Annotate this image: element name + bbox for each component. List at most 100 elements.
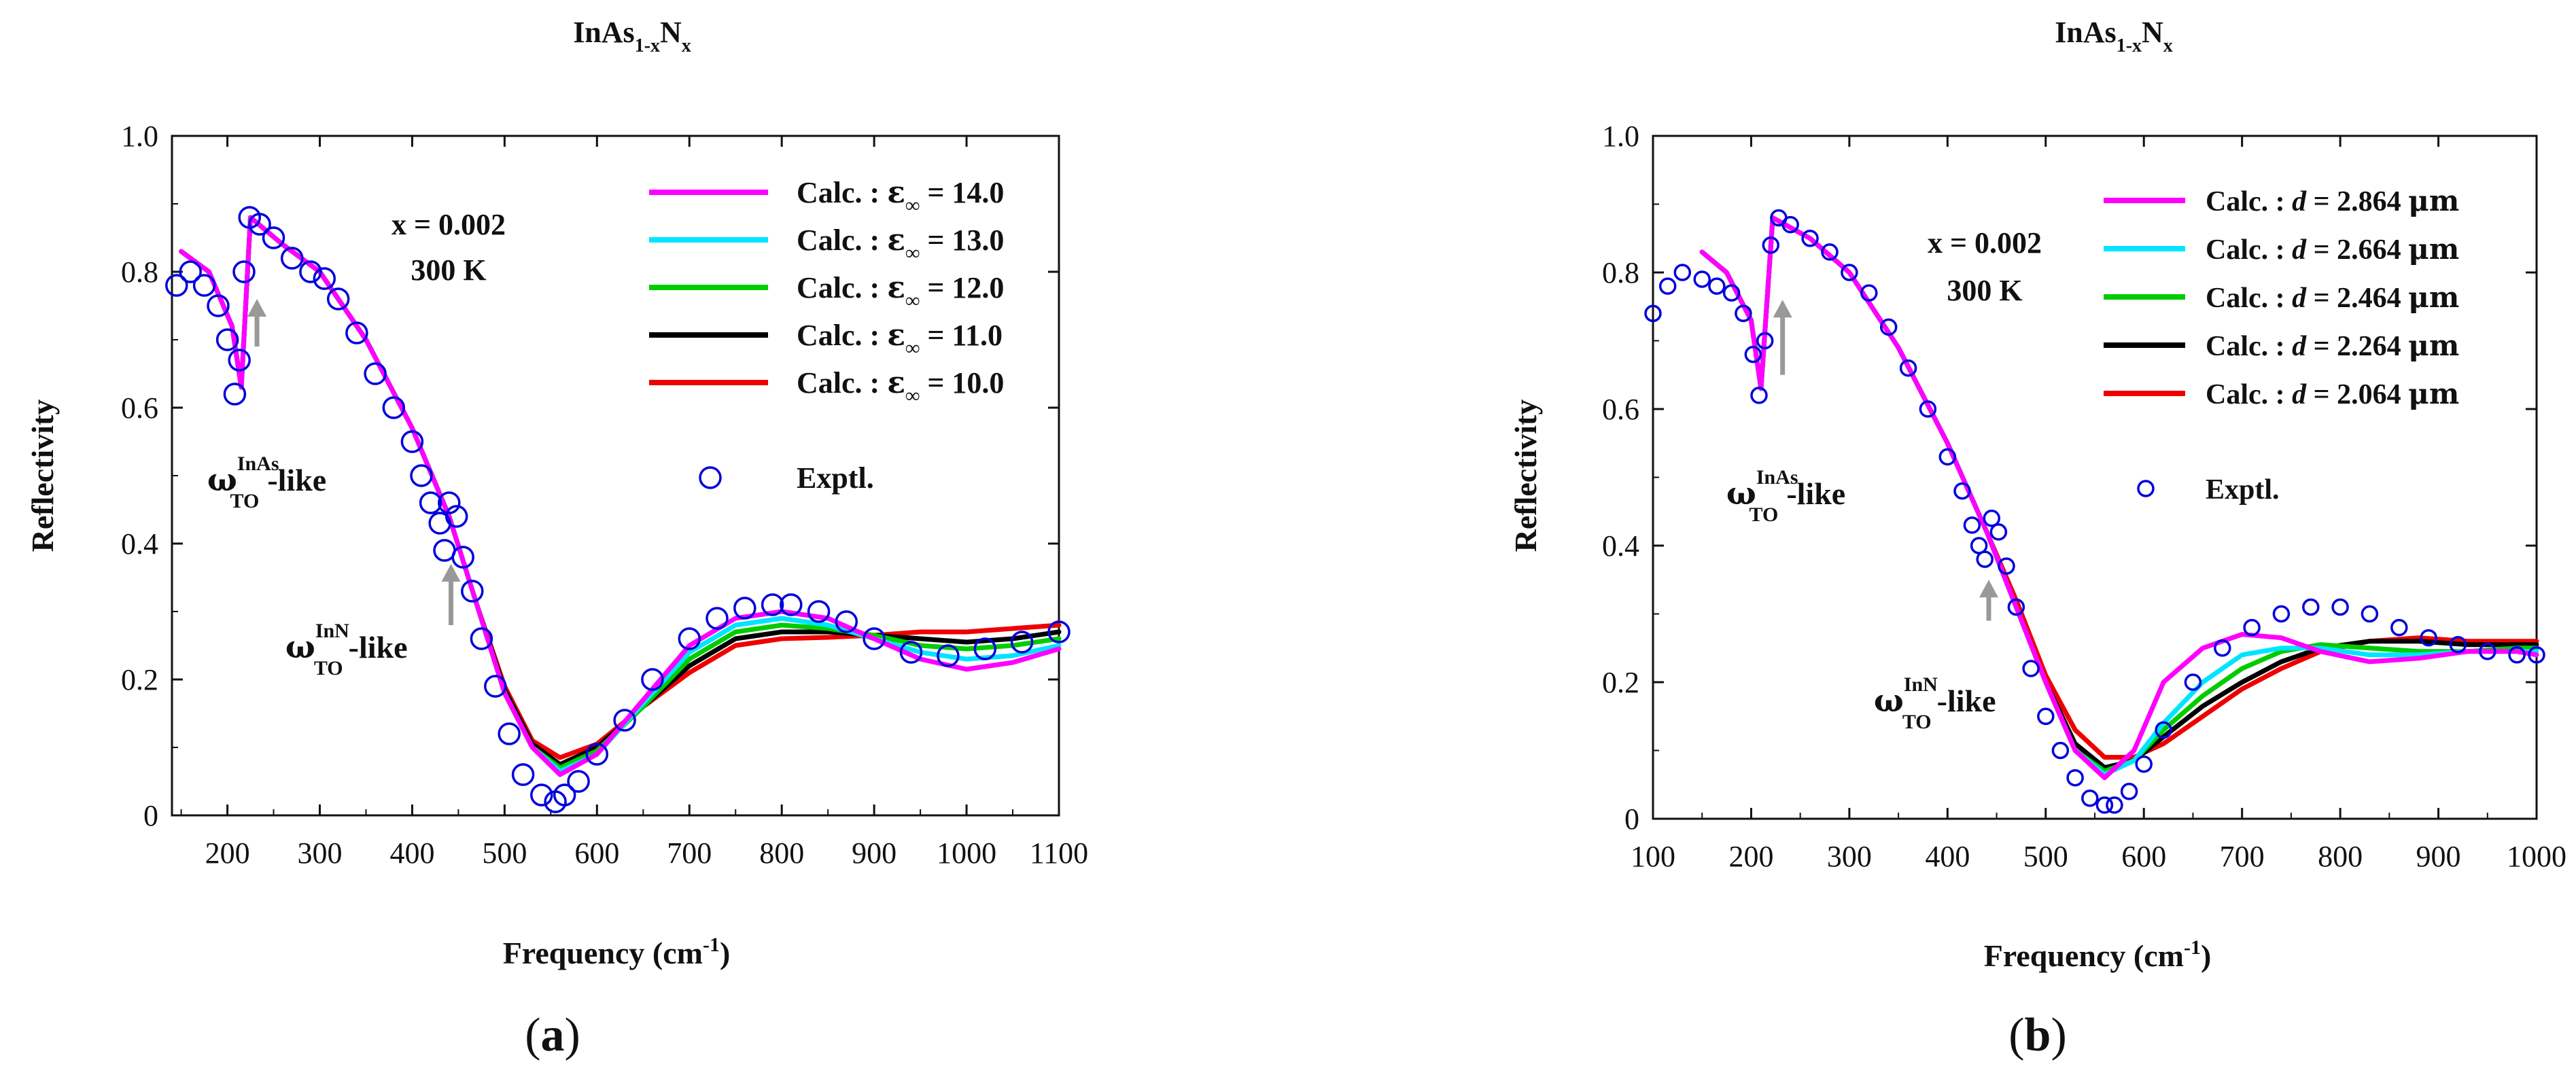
panel-b-annot-inn: ωInN TO-like (1874, 673, 1996, 733)
panel-b-annot-inas: ωInAs TO-like (1726, 466, 1845, 526)
panel-b-label: (b) (2008, 1009, 2067, 1061)
exptl-point-a-48 (973, 637, 997, 660)
exptl-point-b-50 (2508, 646, 2526, 664)
x-tick-label-b-200: 200 (1728, 840, 1773, 873)
exptl-point-b-40 (2214, 639, 2231, 657)
exptl-point-a-33 (553, 783, 576, 807)
exptl-point-b-14 (1821, 243, 1839, 261)
mode-arrow-head-a-1 (441, 564, 461, 582)
x-tick-label-b-100: 100 (1631, 840, 1675, 873)
exptl-point-a-10 (262, 226, 285, 249)
exptl-point-a-40 (733, 597, 756, 620)
x-tick-label-a-400: 400 (389, 836, 434, 870)
x-tick-label-a-900: 900 (852, 836, 897, 870)
exptl-point-b-21 (1953, 482, 1971, 500)
exptl-point-a-16 (364, 362, 387, 385)
legend-b-label-4: Calc. : d = 2.064 μm (2206, 377, 2459, 410)
exptl-point-a-28 (484, 675, 507, 698)
exptl-point-b-27 (1998, 557, 2015, 575)
exptl-point-b-13 (1801, 230, 1819, 247)
panel-a: InAs1-xNx 200 300 400 500 600 700 800 900 1000 11… (25, 16, 1088, 1061)
exptl-point-a-34 (567, 770, 590, 793)
exptl-point-a-27 (470, 627, 493, 650)
exptl-point-a-19 (410, 464, 433, 487)
legend-a-label-3: Calc. : ε∞ = 11.0 (797, 318, 1003, 359)
exptl-point-b-4 (1708, 277, 1726, 295)
legend-b-exptl-marker (2137, 480, 2155, 497)
exptl-point-a-37 (641, 668, 664, 691)
panel-b-ticks: 100 200 300 400 500 600 700 800 900 1000 0 0.2 0.4 0.… (1602, 120, 2566, 873)
exptl-point-b-49 (2479, 643, 2496, 660)
exptl-point-a-0 (165, 274, 188, 297)
exptl-point-b-35 (2106, 796, 2123, 814)
y-tick-label-b-0.2: 0.2 (1602, 666, 1639, 699)
legend-a-exptl-label: Exptl. (797, 461, 874, 495)
mode-arrow-head-a-0 (247, 299, 267, 317)
series-line-a-0 (179, 215, 1062, 777)
legend-a-label-0: Calc. : ε∞ = 14.0 (797, 175, 1004, 217)
exptl-point-a-12 (299, 260, 322, 283)
panel-b-composition: x = 0.002 (1928, 226, 2042, 260)
x-tick-label-b-400: 400 (1925, 840, 1970, 873)
exptl-point-b-34 (2095, 796, 2114, 814)
exptl-point-b-28 (2007, 598, 2025, 616)
exptl-point-a-31 (530, 783, 553, 807)
exptl-point-b-2 (1673, 264, 1692, 281)
mode-arrow-head-b-1 (1979, 580, 1998, 598)
y-tick-label-b-0.6: 0.6 (1602, 393, 1639, 426)
panel-a-legend: Calc. : ε∞ = 14.0 Calc. : ε∞ = 13.0 Calc… (649, 175, 1004, 495)
exptl-point-a-36 (613, 709, 636, 732)
exptl-point-b-9 (1756, 332, 1774, 350)
exptl-point-b-39 (2184, 673, 2202, 691)
y-tick-label-a-1: 1.0 (121, 120, 158, 153)
exptl-point-a-7 (232, 260, 256, 283)
legend-a-label-1: Calc. : ε∞ = 13.0 (797, 223, 1004, 264)
exptl-point-b-1 (1658, 277, 1677, 295)
panel-a-annot-inas: ωInAs TO-like (207, 453, 326, 512)
exptl-point-b-32 (2066, 768, 2084, 787)
exptl-point-a-49 (1010, 631, 1034, 654)
legend-b-label-3: Calc. : d = 2.264 μm (2206, 329, 2459, 362)
y-tick-label-b-1: 1.0 (1602, 120, 1639, 153)
legend-b-label-2: Calc. : d = 2.464 μm (2206, 281, 2459, 314)
exptl-point-b-41 (2243, 618, 2261, 637)
exptl-point-a-20 (419, 491, 442, 514)
panel-a-ticks: 200 300 400 500 600 700 800 900 1000 1100 0 0.2 0.4 0… (121, 120, 1088, 870)
exptl-point-a-39 (706, 607, 729, 630)
exptl-point-a-13 (313, 267, 336, 290)
panel-a-label: (a) (525, 1009, 580, 1061)
y-tick-label-a-0.2: 0.2 (121, 663, 158, 696)
legend-b-label-1: Calc. : d = 2.664 μm (2206, 232, 2459, 266)
exptl-point-b-25 (1983, 510, 2001, 527)
series-line-b-0 (1699, 215, 2539, 781)
exptl-point-b-5 (1722, 284, 1741, 302)
exptl-point-b-31 (2051, 741, 2070, 760)
exptl-point-a-41 (761, 593, 784, 616)
exptl-point-a-30 (511, 763, 535, 786)
panel-b-title: InAs1-xNx (2055, 16, 2173, 56)
exptl-point-b-22 (1963, 516, 1981, 534)
exptl-point-a-6 (228, 349, 251, 372)
x-tick-label-a-700: 700 (667, 836, 712, 870)
exptl-point-b-15 (1841, 264, 1858, 281)
exptl-point-b-51 (2528, 646, 2545, 664)
exptl-point-b-24 (1976, 550, 1994, 568)
exptl-point-a-5 (223, 383, 247, 406)
x-tick-label-b-700: 700 (2220, 840, 2265, 873)
y-tick-label-b-0.4: 0.4 (1602, 529, 1639, 563)
x-tick-label-b-1000: 1000 (2507, 840, 2566, 873)
exptl-point-b-37 (2135, 755, 2153, 773)
panel-b-legend: Calc. : d = 2.864 μm Calc. : d = 2.664 μ… (2104, 184, 2459, 506)
panel-b: InAs1-xNx 100 200 300 400 500 600 700 800 900 100… (1508, 16, 2566, 1061)
exptl-point-a-42 (780, 593, 803, 616)
panel-a-xlabel: Frequency (cm-1) (503, 934, 731, 970)
legend-a-label-4: Calc. : ε∞ = 10.0 (797, 366, 1004, 407)
exptl-point-b-48 (2449, 635, 2467, 654)
exptl-point-a-14 (326, 287, 350, 311)
panel-b-temperature: 300 K (1947, 274, 2022, 307)
panel-b-xlabel: Frequency (cm-1) (1984, 936, 2212, 973)
exptl-point-b-36 (2120, 783, 2138, 800)
exptl-point-a-38 (678, 627, 701, 650)
exptl-point-a-35 (585, 743, 609, 766)
